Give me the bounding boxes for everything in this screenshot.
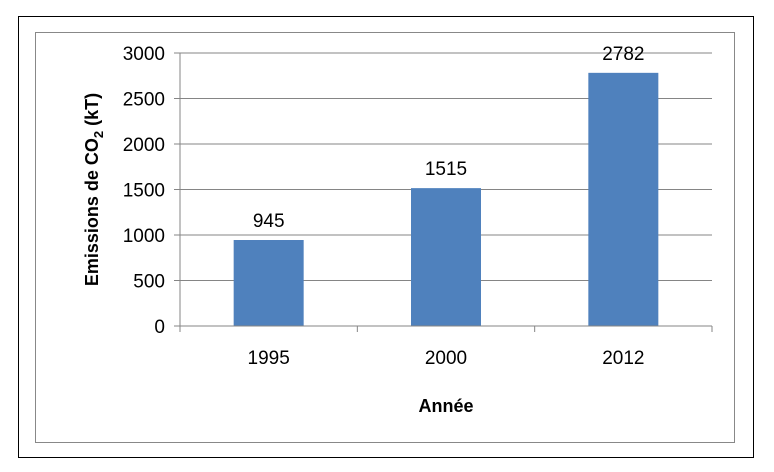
axes bbox=[174, 52, 713, 332]
y-axis-title-suffix: (kT) bbox=[82, 93, 102, 131]
data-label-2012: 2782 bbox=[602, 44, 644, 65]
y-axis-title-prefix: Emissions de CO bbox=[82, 138, 102, 286]
y-tick-label: 2000 bbox=[123, 135, 165, 156]
y-axis-title: Emissions de CO2 (kT) bbox=[82, 93, 106, 286]
y-tick-label: 0 bbox=[154, 317, 165, 338]
data-label-1995: 945 bbox=[253, 211, 285, 232]
x-tick-label: 2012 bbox=[602, 348, 644, 369]
y-tick-label: 500 bbox=[133, 272, 165, 293]
y-tick-label: 2500 bbox=[123, 90, 165, 111]
labels: 0 500 1000 1500 2000 2500 3000 945 1995 1515 2000 2… bbox=[123, 44, 645, 369]
data-label-2000: 1515 bbox=[425, 159, 467, 180]
y-tick-label: 1000 bbox=[123, 226, 165, 247]
y-tick-label: 1500 bbox=[123, 181, 165, 202]
bars bbox=[233, 72, 659, 326]
y-tick-label: 3000 bbox=[123, 44, 165, 65]
bar-2000 bbox=[411, 188, 481, 326]
x-tick-label: 1995 bbox=[248, 348, 290, 369]
bar-1995 bbox=[233, 240, 304, 326]
y-axis-title-subscript: 2 bbox=[91, 131, 106, 138]
bar-2012 bbox=[588, 72, 659, 326]
x-axis-title: Année bbox=[418, 396, 473, 416]
x-tick-label: 2000 bbox=[425, 348, 467, 369]
